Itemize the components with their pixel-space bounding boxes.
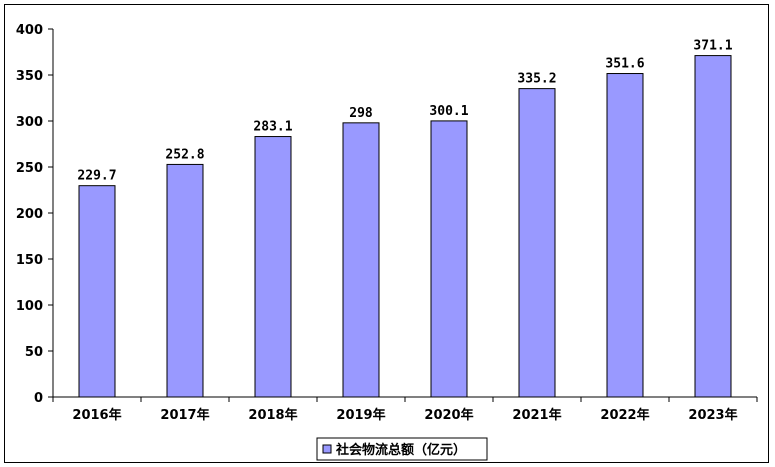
- y-tick-label: 300: [16, 115, 43, 130]
- bar: [518, 88, 556, 398]
- x-tick-label: 2016年: [72, 407, 121, 423]
- data-label: 283.1: [253, 120, 292, 135]
- x-tick-label: 2023年: [688, 407, 737, 423]
- bar: [78, 185, 116, 398]
- bar: [694, 55, 732, 398]
- y-tick-label: 150: [16, 253, 43, 268]
- bar: [430, 120, 468, 398]
- legend: 社会物流总额（亿元）: [316, 437, 488, 461]
- x-tick-label: 2020年: [424, 407, 473, 423]
- x-tick-label: 2022年: [600, 407, 649, 423]
- y-tick-label: 400: [16, 23, 43, 38]
- legend-swatch: [322, 444, 332, 454]
- bar: [254, 136, 292, 398]
- bar: [166, 163, 204, 398]
- data-label: 252.8: [165, 147, 204, 162]
- data-label: 371.1: [693, 39, 732, 54]
- y-tick-label: 50: [25, 345, 43, 360]
- x-tick-label: 2018年: [248, 407, 297, 423]
- data-label: 351.6: [605, 57, 644, 72]
- x-tick-label: 2017年: [160, 407, 209, 423]
- legend-box: [316, 437, 488, 461]
- y-tick-label: 100: [16, 299, 43, 314]
- data-label: 335.2: [517, 72, 556, 87]
- x-tick-label: 2021年: [512, 407, 561, 423]
- data-label: 300.1: [429, 104, 468, 119]
- y-tick-label: 250: [16, 161, 43, 176]
- bar: [606, 73, 644, 398]
- data-label: 229.7: [77, 169, 116, 184]
- y-tick-label: 350: [16, 69, 43, 84]
- x-tick-label: 2019年: [336, 407, 385, 423]
- y-tick-label: 0: [34, 391, 43, 406]
- legend-label: 社会物流总额（亿元）: [335, 442, 466, 458]
- y-tick-label: 200: [16, 207, 43, 222]
- bar: [342, 122, 380, 398]
- data-label: 298: [349, 106, 373, 121]
